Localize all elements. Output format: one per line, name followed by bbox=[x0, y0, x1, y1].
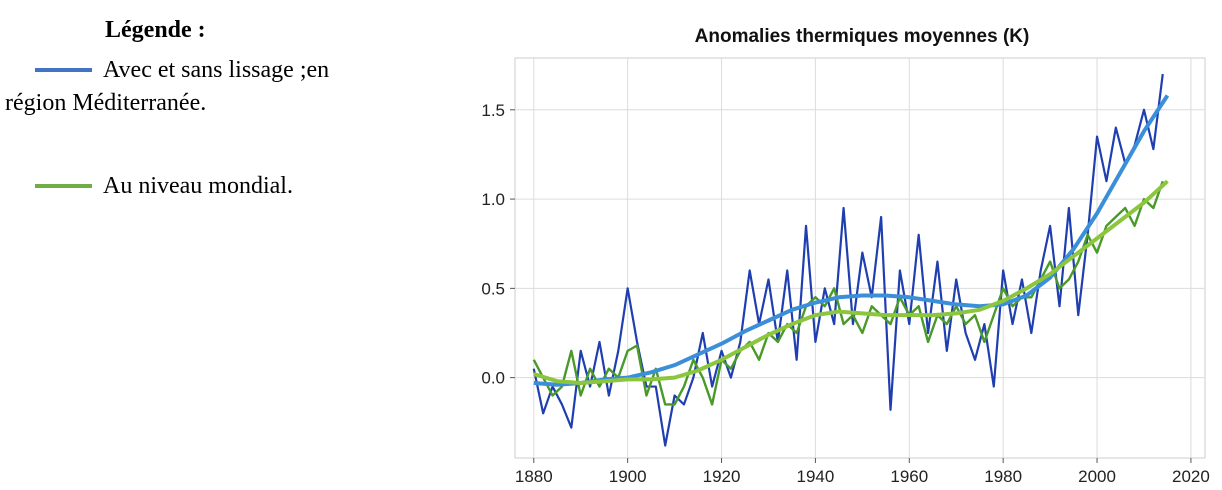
x-tick-label: 2020 bbox=[1172, 467, 1210, 486]
y-tick-label: 1.0 bbox=[481, 190, 505, 209]
x-tick-label: 1940 bbox=[796, 467, 834, 486]
x-tick-label: 1880 bbox=[515, 467, 553, 486]
x-tick-label: 1980 bbox=[984, 467, 1022, 486]
x-tick-label: 2000 bbox=[1078, 467, 1116, 486]
y-tick-label: 0.5 bbox=[481, 279, 505, 298]
legend-label: région Méditerranée. bbox=[5, 90, 206, 116]
y-tick-label: 0.0 bbox=[481, 369, 505, 388]
y-tick-label: 1.5 bbox=[481, 101, 505, 120]
series-line bbox=[533, 179, 1169, 385]
legend-label: Au niveau mondial. bbox=[103, 173, 293, 199]
x-tick-label: 1960 bbox=[890, 467, 928, 486]
legend-label: Avec et sans lissage ;en bbox=[103, 57, 329, 83]
series-line bbox=[532, 180, 1164, 406]
legend-title: Légende : bbox=[105, 17, 206, 43]
x-tick-label: 1920 bbox=[703, 467, 741, 486]
chart-title: Anomalies thermiques moyennes (K) bbox=[695, 26, 1030, 47]
plot-frame bbox=[514, 57, 1206, 459]
x-tick-label: 1900 bbox=[609, 467, 647, 486]
